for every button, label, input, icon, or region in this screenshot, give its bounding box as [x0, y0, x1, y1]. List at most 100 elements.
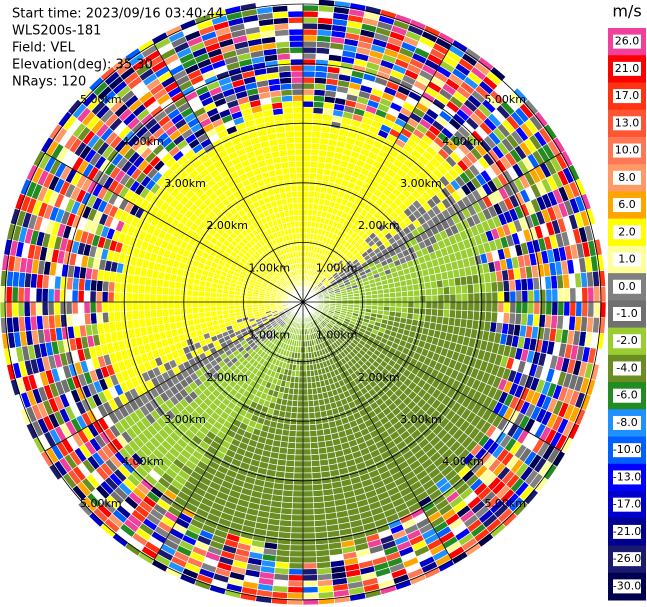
radar-cell — [460, 284, 469, 294]
radar-cell — [291, 190, 298, 198]
radar-cell — [302, 130, 313, 138]
radar-cell — [413, 295, 421, 303]
radar-cell — [204, 286, 212, 293]
radar-cell — [288, 429, 297, 438]
radar-cell — [295, 172, 304, 180]
radar-cell — [291, 406, 298, 414]
radar-cell — [401, 290, 409, 298]
radar-cell — [497, 291, 505, 303]
radar-cell — [215, 292, 223, 299]
radar-cell — [302, 442, 312, 450]
radar-cell — [581, 286, 589, 303]
radar-cell — [291, 514, 304, 522]
radar-cell — [509, 290, 517, 303]
radar-cell — [308, 412, 316, 420]
radar-cell — [203, 291, 211, 298]
radar-cell — [314, 185, 322, 193]
radar-cell — [315, 173, 324, 181]
radar-cell — [155, 293, 163, 303]
radar-cell — [312, 203, 319, 211]
radar-cell — [283, 118, 295, 127]
radar-cell — [424, 281, 432, 290]
radar-cell — [53, 288, 61, 303]
radar-cell — [425, 294, 433, 303]
radar-cell — [302, 100, 314, 108]
radar-cell — [284, 130, 295, 139]
radar-cell — [174, 281, 182, 290]
radar-cell — [289, 538, 304, 546]
radar-cell — [310, 453, 320, 462]
radar-cell — [395, 296, 403, 303]
radar-cell — [281, 94, 293, 103]
radar-cell — [279, 82, 293, 91]
radar-cell — [185, 289, 193, 297]
radar-cell — [527, 289, 535, 303]
radar-cell — [284, 124, 295, 133]
radar-cell — [280, 507, 293, 516]
radar-cell — [302, 232, 307, 240]
radar-cell — [312, 100, 325, 109]
radar-cell — [179, 307, 187, 316]
radar-cell — [293, 472, 304, 480]
radar-cell — [290, 184, 298, 192]
radar-cell — [89, 312, 98, 325]
radar-cell — [17, 301, 25, 318]
radar-cell — [289, 418, 298, 426]
radar-cell — [280, 88, 293, 97]
radar-cell — [275, 41, 290, 49]
radar-cell — [309, 166, 318, 175]
radar-cell — [125, 283, 134, 294]
radar-cell — [302, 466, 313, 474]
radar-cell — [296, 178, 304, 186]
radar-cell — [302, 526, 316, 534]
radar-cell — [419, 288, 427, 297]
radar-cell — [41, 288, 49, 303]
radar-cell — [288, 166, 297, 175]
radar-cell — [485, 291, 493, 303]
radar-cell — [287, 592, 304, 600]
radar-cell — [310, 148, 320, 157]
radar-cell — [113, 291, 121, 303]
radar-cell — [101, 291, 109, 303]
radar-cell — [119, 282, 128, 294]
radar-cell — [302, 106, 314, 114]
radar-cell — [311, 124, 322, 133]
radar-cell — [514, 278, 523, 292]
radar-cell — [95, 312, 104, 324]
radar-cell — [430, 287, 439, 296]
radar-cell — [221, 301, 229, 307]
radar-cell — [302, 40, 317, 48]
radar-cell — [289, 172, 297, 181]
radar-cell — [299, 364, 304, 372]
radar-cell — [302, 424, 311, 432]
radar-cell — [302, 484, 314, 492]
radar-cell — [83, 301, 91, 314]
radar-cell — [309, 423, 317, 432]
radar-cell — [288, 34, 304, 42]
radar-cell — [302, 544, 317, 552]
radar-cell — [311, 118, 323, 127]
radar-cell — [290, 526, 304, 534]
radar-cell — [389, 296, 397, 303]
radar-cell — [296, 406, 304, 414]
radar-cell — [298, 220, 304, 228]
radar-cell — [313, 94, 325, 103]
radar-cell — [297, 388, 304, 396]
radar-cell — [180, 282, 188, 291]
radar-cell — [296, 184, 304, 192]
radar-cell — [313, 82, 327, 91]
radar-cell — [294, 442, 304, 450]
radar-cell — [54, 275, 62, 290]
radar-cell — [155, 286, 164, 295]
radar-cell — [302, 28, 318, 36]
radar-cell — [302, 550, 317, 558]
radar-cell — [53, 301, 61, 316]
radar-cell — [297, 400, 304, 408]
radar-cell — [286, 453, 296, 462]
radar-cell — [287, 435, 297, 444]
radar-cell — [298, 226, 304, 234]
radar-cell — [562, 273, 570, 289]
radar-cell — [131, 301, 139, 312]
radar-cell — [288, 28, 304, 36]
radar-cell — [295, 364, 301, 372]
